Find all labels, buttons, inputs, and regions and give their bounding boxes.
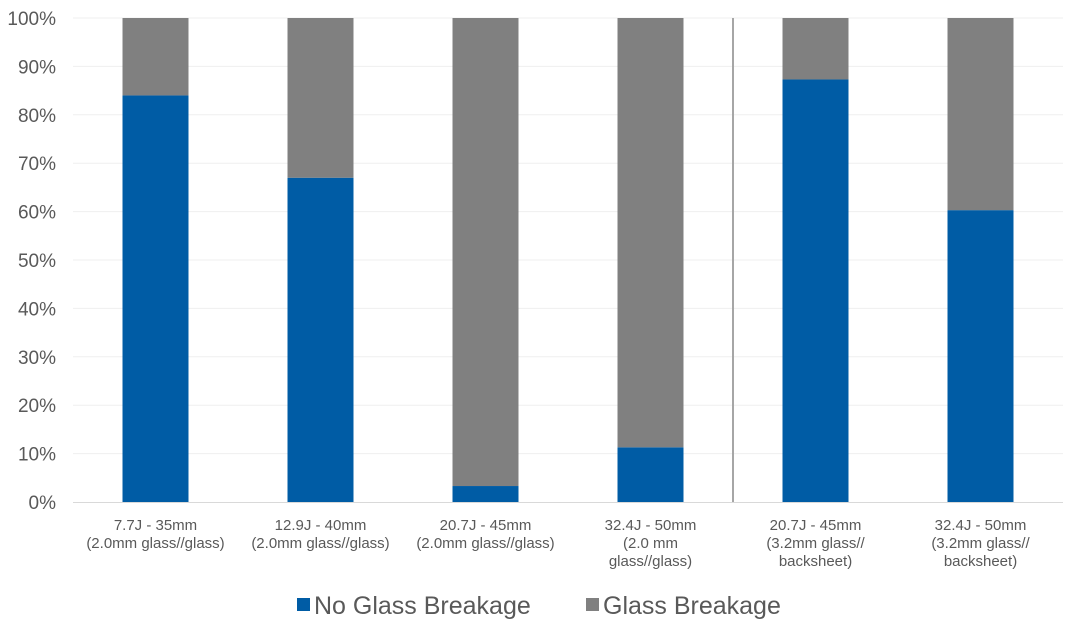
y-tick-label: 0% [29, 493, 57, 514]
legend-label: Glass Breakage [603, 592, 781, 620]
bar-segment-glass-breakage [947, 18, 1014, 211]
x-category-label: 32.4J - 50mm (3.2mm glass//backsheet) [931, 517, 1030, 570]
x-category-label: 7.7J - 35mm (2.0mm glass//glass) [86, 517, 224, 552]
bar-segment-no-glass-breakage [452, 486, 519, 502]
y-tick-label: 70% [18, 154, 56, 175]
axes [73, 18, 1063, 503]
bar-segment-no-glass-breakage [947, 210, 1014, 502]
bar-segment-glass-breakage [287, 18, 354, 178]
bar-segment-glass-breakage [782, 18, 849, 80]
y-tick-label: 20% [18, 396, 56, 417]
y-tick-label: 80% [18, 106, 56, 127]
x-category-label: 32.4J - 50mm (2.0 mm glass//glass) [605, 517, 697, 570]
legend-label: No Glass Breakage [314, 592, 531, 620]
y-axis-tick-labels: 0% 10% 20% 30% 40% 50% 60% 70% 80% 90% 100% [7, 9, 56, 514]
bar-segment-glass-breakage [452, 18, 519, 487]
y-tick-label: 30% [18, 348, 56, 369]
bar-segment-no-glass-breakage [782, 79, 849, 502]
x-category-label: 20.7J - 45mm (3.2mm glass//backsheet) [766, 517, 865, 570]
y-tick-label: 60% [18, 203, 56, 224]
y-tick-label: 50% [18, 251, 56, 272]
bar-segment-no-glass-breakage [617, 447, 684, 502]
x-category-label: 20.7J - 45mm (2.0mm glass//glass) [416, 517, 554, 552]
bars [122, 18, 1014, 502]
x-axis-category-labels: 7.7J - 35mm (2.0mm glass//glass) 12.9J - 4… [86, 517, 1030, 570]
x-category-label: 12.9J - 40mm (2.0mm glass//glass) [251, 517, 389, 552]
bar-segment-no-glass-breakage [287, 177, 354, 502]
y-tick-label: 40% [18, 299, 56, 320]
legend: No Glass Breakage Glass Breakage [297, 592, 781, 620]
bar-segment-no-glass-breakage [122, 95, 189, 502]
legend-swatch [297, 598, 310, 611]
y-tick-label: 100% [7, 9, 56, 30]
y-tick-label: 10% [18, 445, 56, 466]
legend-swatch [586, 598, 599, 611]
bar-segment-glass-breakage [617, 18, 684, 448]
y-tick-label: 90% [18, 57, 56, 78]
bar-segment-glass-breakage [122, 18, 189, 96]
gridlines [73, 17, 1063, 455]
